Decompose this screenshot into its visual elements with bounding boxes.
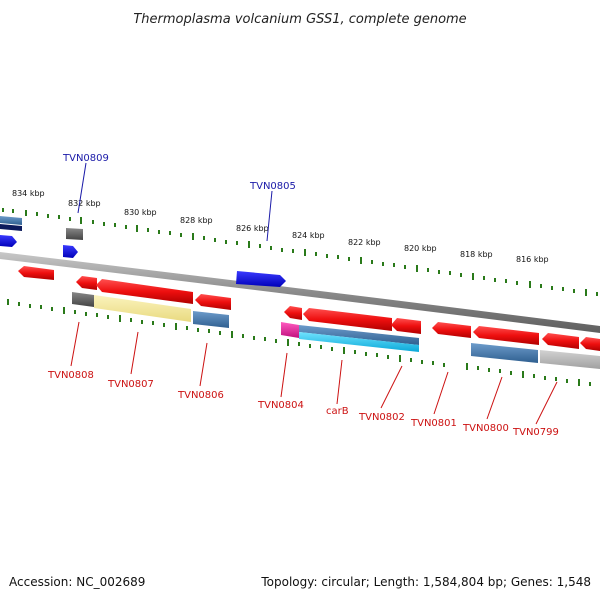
leader-line <box>77 162 87 214</box>
genome-backbone <box>0 252 600 333</box>
feature-blue-arrow <box>63 245 78 258</box>
kbp-label: 824 kbp <box>292 231 325 240</box>
gene-label-tvn0804: TVN0804 <box>257 400 304 411</box>
feature-steel <box>471 343 538 363</box>
kbp-label: 820 kbp <box>404 244 437 253</box>
leader-line <box>486 376 503 420</box>
cds-arrow <box>542 333 579 349</box>
cds-arrow <box>284 306 302 320</box>
kbp-scale-labels: 834 kbp 832 kbp 830 kbp 828 kbp 826 kbp … <box>12 189 549 264</box>
inner-features <box>18 266 600 369</box>
feature-yellow <box>94 295 191 322</box>
outer-features <box>0 216 286 287</box>
feature-steel <box>299 325 419 345</box>
outer-tick-ring <box>2 208 598 296</box>
leader-line <box>535 381 558 425</box>
top-gene-labels: TVN0809 TVN0805 <box>62 153 296 242</box>
feature-cyan <box>299 332 419 352</box>
leader-line <box>130 331 139 375</box>
gene-label-tvn0808: TVN0808 <box>47 370 94 381</box>
feature-magenta <box>281 322 299 338</box>
leader-line <box>266 190 273 242</box>
inner-tick-ring <box>7 299 591 386</box>
kbp-label: 818 kbp <box>460 250 493 259</box>
cds-arrow <box>432 322 471 338</box>
kbp-label: 826 kbp <box>236 224 269 233</box>
bottom-gene-labels <box>70 321 558 425</box>
feature-gray <box>72 292 94 307</box>
cds-arrow <box>96 279 193 304</box>
cds-arrow <box>18 266 54 280</box>
leader-line <box>70 321 80 367</box>
feature-light-gray <box>540 350 600 369</box>
leader-line <box>433 371 449 415</box>
feature-navy <box>0 224 22 231</box>
gene-label-tvn0806: TVN0806 <box>177 390 224 401</box>
leader-line <box>199 342 208 387</box>
kbp-label: 834 kbp <box>12 189 45 198</box>
kbp-label: 828 kbp <box>180 216 213 225</box>
leader-line <box>380 365 403 409</box>
leader-line <box>336 359 343 405</box>
kbp-label: 832 kbp <box>68 199 101 208</box>
cds-arrow <box>76 276 97 290</box>
gene-label-tvn0802: TVN0802 <box>358 412 405 423</box>
gene-label-tvn0800: TVN0800 <box>462 423 509 434</box>
bottom-gene-label-text: TVN0808 TVN0807 TVN0806 TVN0804 carB TVN… <box>47 370 559 438</box>
feature-blue-arrow-tvn0805 <box>236 271 286 287</box>
cds-arrow <box>195 294 231 310</box>
gene-label-tvn0799: TVN0799 <box>512 427 559 438</box>
kbp-label: 822 kbp <box>348 238 381 247</box>
cds-arrow <box>580 337 600 351</box>
gene-label-tvn0801: TVN0801 <box>410 418 457 429</box>
feature-gray <box>66 228 83 240</box>
accession-text: Accession: NC_002689 <box>9 575 146 589</box>
cds-arrow <box>303 308 392 331</box>
genome-summary-text: Topology: circular; Length: 1,584,804 bp… <box>261 575 591 589</box>
kbp-label: 816 kbp <box>516 255 549 264</box>
feature-steel <box>0 216 22 225</box>
kbp-label: 830 kbp <box>124 208 157 217</box>
cds-arrow <box>473 326 539 345</box>
cds-arrow <box>391 318 421 334</box>
gene-label-tvn0809: TVN0809 <box>62 153 109 164</box>
gene-label-carb: carB <box>326 406 349 417</box>
feature-steel <box>193 311 229 328</box>
gene-label-tvn0805: TVN0805 <box>249 181 296 192</box>
gene-label-tvn0807: TVN0807 <box>107 379 154 390</box>
leader-line <box>280 352 288 398</box>
map-title: Thermoplasma volcanium GSS1, complete ge… <box>133 12 466 27</box>
feature-blue-arrow <box>0 235 17 247</box>
